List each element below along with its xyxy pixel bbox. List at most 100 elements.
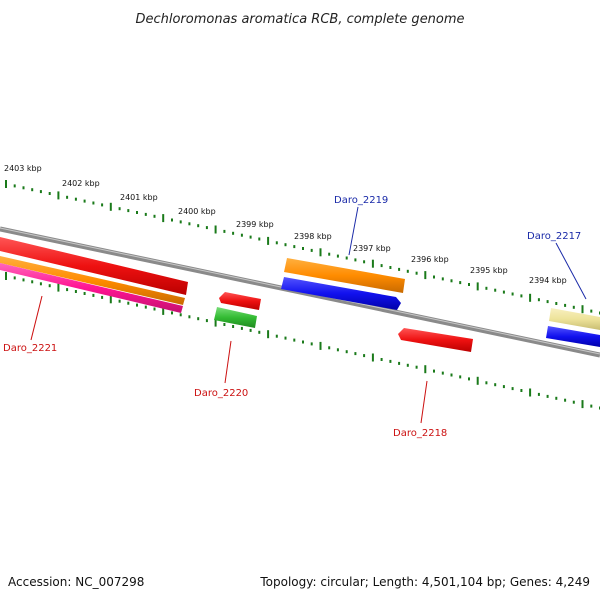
gene-feature-daro-2220[interactable] xyxy=(214,292,261,328)
gene-feature-daro-2221[interactable] xyxy=(0,237,188,313)
upper-scale-tick xyxy=(494,288,497,292)
lower-scale-tick xyxy=(398,361,401,365)
lower-scale-tick xyxy=(546,394,549,398)
scale-label-2396: 2396 kbp xyxy=(411,255,449,264)
lower-scale-tick xyxy=(179,313,182,317)
upper-scale-tick xyxy=(511,292,514,296)
upper-scale-tick xyxy=(223,229,226,233)
lower-scale-tick xyxy=(48,284,51,288)
lower-scale-tick xyxy=(144,305,147,309)
scale-label-2395: 2395 kbp xyxy=(470,266,508,275)
lower-scale-tick xyxy=(502,385,505,389)
lower-scale-tick xyxy=(433,369,435,373)
scale-label-2403: 2403 kbp xyxy=(4,164,42,173)
scale-label-2402: 2402 kbp xyxy=(62,179,100,188)
callout-line-daro-2220 xyxy=(224,340,232,384)
lower-scale-tick xyxy=(5,272,7,280)
lower-scale-tick xyxy=(371,353,374,362)
lower-scale-tick xyxy=(275,334,278,338)
upper-scale-tick xyxy=(83,199,86,203)
gene-feature-daro-2217[interactable] xyxy=(546,308,600,347)
lower-scale-tick xyxy=(485,381,488,385)
upper-scale-tick xyxy=(302,247,304,250)
lower-scale-tick xyxy=(214,318,217,327)
lower-scale-tick xyxy=(520,389,523,392)
upper-scale-tick xyxy=(459,281,462,285)
scale-label-2394: 2394 kbp xyxy=(529,276,567,285)
genome-summary: Topology: circular; Length: 4,501,104 bp… xyxy=(259,575,590,589)
upper-scale-tick xyxy=(240,233,243,237)
lower-scale-tick xyxy=(153,307,156,311)
lower-scale-tick xyxy=(328,346,331,350)
lower-scale-tick xyxy=(555,396,558,400)
lower-scale-tick xyxy=(188,315,191,319)
upper-scale-tick xyxy=(39,190,42,194)
upper-scale-tick xyxy=(328,252,331,256)
lower-scale-tick xyxy=(57,283,60,292)
lower-scale-tick xyxy=(319,341,322,350)
lower-scale-tick xyxy=(581,400,584,409)
lower-scale-tick xyxy=(232,325,235,328)
lower-scale-tick xyxy=(537,392,540,396)
upper-scale-tick xyxy=(433,275,435,279)
lower-scale-tick xyxy=(415,365,418,369)
lower-scale-tick xyxy=(564,398,567,402)
lower-scale-tick xyxy=(459,375,462,379)
callout-line-daro-2217 xyxy=(555,242,587,300)
upper-scale-tick xyxy=(441,277,444,281)
lower-scale-tick xyxy=(171,311,173,315)
upper-scale-tick xyxy=(572,305,575,309)
upper-scale-tick xyxy=(354,258,357,262)
upper-scale-tick xyxy=(249,235,252,239)
gene-feature-daro-2219[interactable] xyxy=(281,258,405,310)
lower-scale-tick xyxy=(441,371,444,375)
lower-scale-tick xyxy=(127,301,130,305)
lower-scale-tick xyxy=(118,299,121,303)
lower-scale-tick xyxy=(109,295,112,304)
scale-label-2401: 2401 kbp xyxy=(120,193,158,202)
gene-feature-daro-2218[interactable] xyxy=(398,328,473,352)
upper-scale-tick xyxy=(74,197,77,201)
upper-scale-tick xyxy=(92,201,95,205)
upper-scale-tick xyxy=(529,293,532,302)
upper-scale-tick xyxy=(267,236,270,245)
gene-label-daro-2219[interactable]: Daro_2219 xyxy=(334,195,388,206)
upper-scale-tick xyxy=(109,202,112,211)
gene-label-daro-2217[interactable]: Daro_2217 xyxy=(527,231,581,242)
lower-scale-tick xyxy=(345,350,348,354)
gene-label-daro-2221[interactable]: Daro_2221 xyxy=(3,343,57,354)
upper-scale-tick xyxy=(520,294,523,298)
lower-scale-tick xyxy=(258,330,261,334)
upper-scale-tick xyxy=(424,271,427,280)
upper-scale-tick xyxy=(345,256,348,260)
upper-scale-tick xyxy=(258,237,261,241)
lower-scale-tick xyxy=(101,295,104,299)
lower-scale-ticks xyxy=(5,272,600,410)
lower-scale-tick xyxy=(590,404,593,408)
lower-scale-tick xyxy=(572,400,575,404)
upper-scale-tick xyxy=(188,222,191,226)
upper-scale-ticks xyxy=(5,180,600,315)
upper-scale-tick xyxy=(363,260,366,264)
gene-label-daro-2220[interactable]: Daro_2220 xyxy=(194,388,248,399)
upper-scale-tick xyxy=(153,214,156,218)
upper-scale-tick xyxy=(468,283,470,286)
callout-line-daro-2221 xyxy=(30,295,43,341)
callout-line-daro-2219 xyxy=(348,206,359,256)
lower-scale-tick xyxy=(380,358,383,361)
upper-scale-tick xyxy=(581,305,584,314)
lower-scale-tick xyxy=(39,282,42,286)
lower-scale-tick xyxy=(468,377,470,381)
gene-label-daro-2218[interactable]: Daro_2218 xyxy=(393,428,447,439)
lower-scale-tick xyxy=(136,303,138,307)
upper-scale-tick xyxy=(118,207,121,211)
upper-scale-tick xyxy=(136,211,138,214)
upper-scale-tick xyxy=(398,267,401,271)
upper-scale-tick xyxy=(144,212,147,216)
lower-scale-tick xyxy=(302,340,304,344)
lower-scale-tick xyxy=(363,354,366,358)
lower-scale-tick xyxy=(205,319,208,323)
upper-scale-tick xyxy=(101,203,104,207)
upper-scale-tick xyxy=(476,282,479,291)
